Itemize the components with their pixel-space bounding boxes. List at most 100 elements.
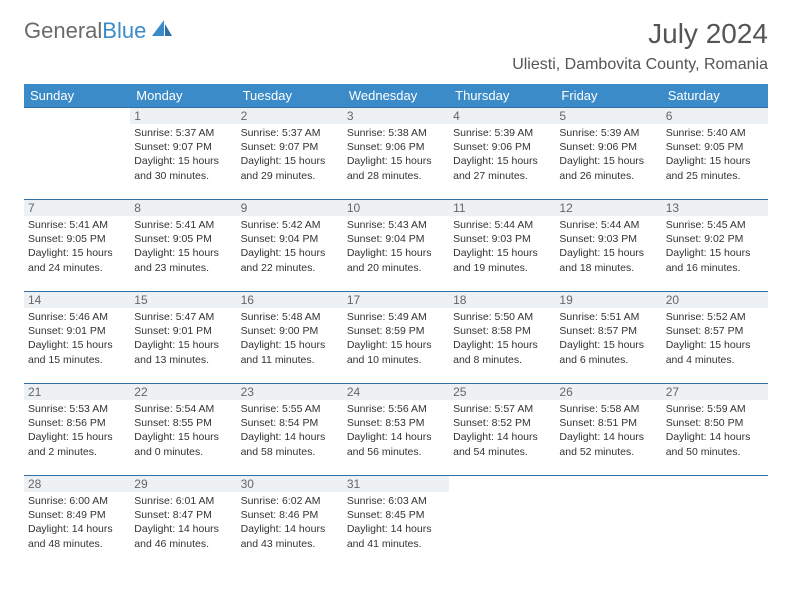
- day-info: Sunrise: 5:39 AMSunset: 9:06 PMDaylight:…: [453, 126, 551, 183]
- day-info: Sunrise: 6:00 AMSunset: 8:49 PMDaylight:…: [28, 494, 126, 551]
- header: GeneralBlue July 2024 Uliesti, Dambovita…: [24, 18, 768, 74]
- day-cell: 5 Sunrise: 5:39 AMSunset: 9:06 PMDaylight…: [555, 108, 661, 200]
- day-number: 12: [555, 200, 661, 216]
- day-info: Sunrise: 5:50 AMSunset: 8:58 PMDaylight:…: [453, 310, 551, 367]
- day-cell: 31 Sunrise: 6:03 AMSunset: 8:45 PMDayligh…: [343, 476, 449, 568]
- day-number: 15: [130, 292, 236, 308]
- day-info: Sunrise: 6:03 AMSunset: 8:45 PMDaylight:…: [347, 494, 445, 551]
- day-info: Sunrise: 5:58 AMSunset: 8:51 PMDaylight:…: [559, 402, 657, 459]
- day-info: Sunrise: 5:42 AMSunset: 9:04 PMDaylight:…: [241, 218, 339, 275]
- day-number: 5: [555, 108, 661, 124]
- day-number: 7: [24, 200, 130, 216]
- weekday-header: Thursday: [449, 84, 555, 108]
- day-cell: 6 Sunrise: 5:40 AMSunset: 9:05 PMDaylight…: [662, 108, 768, 200]
- day-number: 6: [662, 108, 768, 124]
- day-cell: 25 Sunrise: 5:57 AMSunset: 8:52 PMDayligh…: [449, 384, 555, 476]
- day-cell: 19 Sunrise: 5:51 AMSunset: 8:57 PMDayligh…: [555, 292, 661, 384]
- day-cell: 17 Sunrise: 5:49 AMSunset: 8:59 PMDayligh…: [343, 292, 449, 384]
- day-number: 14: [24, 292, 130, 308]
- day-number: 1: [130, 108, 236, 124]
- day-info: Sunrise: 5:57 AMSunset: 8:52 PMDaylight:…: [453, 402, 551, 459]
- day-info: Sunrise: 5:37 AMSunset: 9:07 PMDaylight:…: [241, 126, 339, 183]
- day-info: Sunrise: 5:41 AMSunset: 9:05 PMDaylight:…: [134, 218, 232, 275]
- brand-logo: GeneralBlue: [24, 18, 176, 44]
- day-cell: 13 Sunrise: 5:45 AMSunset: 9:02 PMDayligh…: [662, 200, 768, 292]
- day-cell: 14 Sunrise: 5:46 AMSunset: 9:01 PMDayligh…: [24, 292, 130, 384]
- day-number: 2: [237, 108, 343, 124]
- day-cell: 24 Sunrise: 5:56 AMSunset: 8:53 PMDayligh…: [343, 384, 449, 476]
- title-block: July 2024 Uliesti, Dambovita County, Rom…: [512, 18, 768, 74]
- day-number: 17: [343, 292, 449, 308]
- day-number: 26: [555, 384, 661, 400]
- weekday-header: Monday: [130, 84, 236, 108]
- sail-icon: [150, 18, 176, 44]
- day-info: Sunrise: 6:01 AMSunset: 8:47 PMDaylight:…: [134, 494, 232, 551]
- day-info: Sunrise: 5:53 AMSunset: 8:56 PMDaylight:…: [28, 402, 126, 459]
- weekday-header: Friday: [555, 84, 661, 108]
- day-info: Sunrise: 5:39 AMSunset: 9:06 PMDaylight:…: [559, 126, 657, 183]
- day-number: 9: [237, 200, 343, 216]
- day-number: 20: [662, 292, 768, 308]
- day-cell: 23 Sunrise: 5:55 AMSunset: 8:54 PMDayligh…: [237, 384, 343, 476]
- day-number: 31: [343, 476, 449, 492]
- day-number: 16: [237, 292, 343, 308]
- day-number: 10: [343, 200, 449, 216]
- brand-part1: General: [24, 18, 102, 44]
- day-info: Sunrise: 5:51 AMSunset: 8:57 PMDaylight:…: [559, 310, 657, 367]
- weekday-header-row: Sunday Monday Tuesday Wednesday Thursday…: [24, 84, 768, 108]
- day-cell: 12 Sunrise: 5:44 AMSunset: 9:03 PMDayligh…: [555, 200, 661, 292]
- day-info: Sunrise: 5:49 AMSunset: 8:59 PMDaylight:…: [347, 310, 445, 367]
- day-info: Sunrise: 5:56 AMSunset: 8:53 PMDaylight:…: [347, 402, 445, 459]
- day-cell: 7 Sunrise: 5:41 AMSunset: 9:05 PMDaylight…: [24, 200, 130, 292]
- day-info: Sunrise: 5:46 AMSunset: 9:01 PMDaylight:…: [28, 310, 126, 367]
- day-number: 22: [130, 384, 236, 400]
- weekday-header: Tuesday: [237, 84, 343, 108]
- day-number: 24: [343, 384, 449, 400]
- day-cell: 11Sunrise: 5:44 AMSunset: 9:03 PMDayligh…: [449, 200, 555, 292]
- day-info: Sunrise: 5:40 AMSunset: 9:05 PMDaylight:…: [666, 126, 764, 183]
- day-info: Sunrise: 6:02 AMSunset: 8:46 PMDaylight:…: [241, 494, 339, 551]
- day-info: Sunrise: 5:54 AMSunset: 8:55 PMDaylight:…: [134, 402, 232, 459]
- day-number: 25: [449, 384, 555, 400]
- day-info: Sunrise: 5:41 AMSunset: 9:05 PMDaylight:…: [28, 218, 126, 275]
- empty-cell: [449, 476, 555, 568]
- day-cell: 1 Sunrise: 5:37 AMSunset: 9:07 PMDaylight…: [130, 108, 236, 200]
- day-cell: 2 Sunrise: 5:37 AMSunset: 9:07 PMDaylight…: [237, 108, 343, 200]
- empty-cell: [555, 476, 661, 568]
- day-number: 21: [24, 384, 130, 400]
- day-number: 3: [343, 108, 449, 124]
- day-number: 4: [449, 108, 555, 124]
- day-info: Sunrise: 5:37 AMSunset: 9:07 PMDaylight:…: [134, 126, 232, 183]
- day-info: Sunrise: 5:55 AMSunset: 8:54 PMDaylight:…: [241, 402, 339, 459]
- month-title: July 2024: [512, 18, 768, 50]
- day-number: 13: [662, 200, 768, 216]
- day-number: 30: [237, 476, 343, 492]
- day-info: Sunrise: 5:44 AMSunset: 9:03 PMDaylight:…: [453, 218, 551, 275]
- weekday-header: Wednesday: [343, 84, 449, 108]
- day-info: Sunrise: 5:52 AMSunset: 8:57 PMDaylight:…: [666, 310, 764, 367]
- day-cell: 28Sunrise: 6:00 AMSunset: 8:49 PMDayligh…: [24, 476, 130, 568]
- day-cell: 3 Sunrise: 5:38 AMSunset: 9:06 PMDaylight…: [343, 108, 449, 200]
- day-number: 27: [662, 384, 768, 400]
- brand-part2: Blue: [102, 18, 146, 44]
- day-cell: 8 Sunrise: 5:41 AMSunset: 9:05 PMDaylight…: [130, 200, 236, 292]
- day-cell: 20 Sunrise: 5:52 AMSunset: 8:57 PMDayligh…: [662, 292, 768, 384]
- day-number: 23: [237, 384, 343, 400]
- day-info: Sunrise: 5:38 AMSunset: 9:06 PMDaylight:…: [347, 126, 445, 183]
- weekday-header: Saturday: [662, 84, 768, 108]
- day-number: 18: [449, 292, 555, 308]
- day-cell: 29Sunrise: 6:01 AMSunset: 8:47 PMDayligh…: [130, 476, 236, 568]
- day-cell: 4 Sunrise: 5:39 AMSunset: 9:06 PMDaylight…: [449, 108, 555, 200]
- day-cell: 10Sunrise: 5:43 AMSunset: 9:04 PMDayligh…: [343, 200, 449, 292]
- day-info: Sunrise: 5:45 AMSunset: 9:02 PMDaylight:…: [666, 218, 764, 275]
- day-info: Sunrise: 5:44 AMSunset: 9:03 PMDaylight:…: [559, 218, 657, 275]
- day-cell: 30 Sunrise: 6:02 AMSunset: 8:46 PMDayligh…: [237, 476, 343, 568]
- day-cell: 9 Sunrise: 5:42 AMSunset: 9:04 PMDaylight…: [237, 200, 343, 292]
- day-number: 8: [130, 200, 236, 216]
- calendar-table: Sunday Monday Tuesday Wednesday Thursday…: [24, 84, 768, 568]
- day-info: Sunrise: 5:48 AMSunset: 9:00 PMDaylight:…: [241, 310, 339, 367]
- day-cell: 26 Sunrise: 5:58 AMSunset: 8:51 PMDayligh…: [555, 384, 661, 476]
- day-cell: 21 Sunrise: 5:53 AMSunset: 8:56 PMDayligh…: [24, 384, 130, 476]
- day-number: 19: [555, 292, 661, 308]
- location-label: Uliesti, Dambovita County, Romania: [512, 56, 768, 74]
